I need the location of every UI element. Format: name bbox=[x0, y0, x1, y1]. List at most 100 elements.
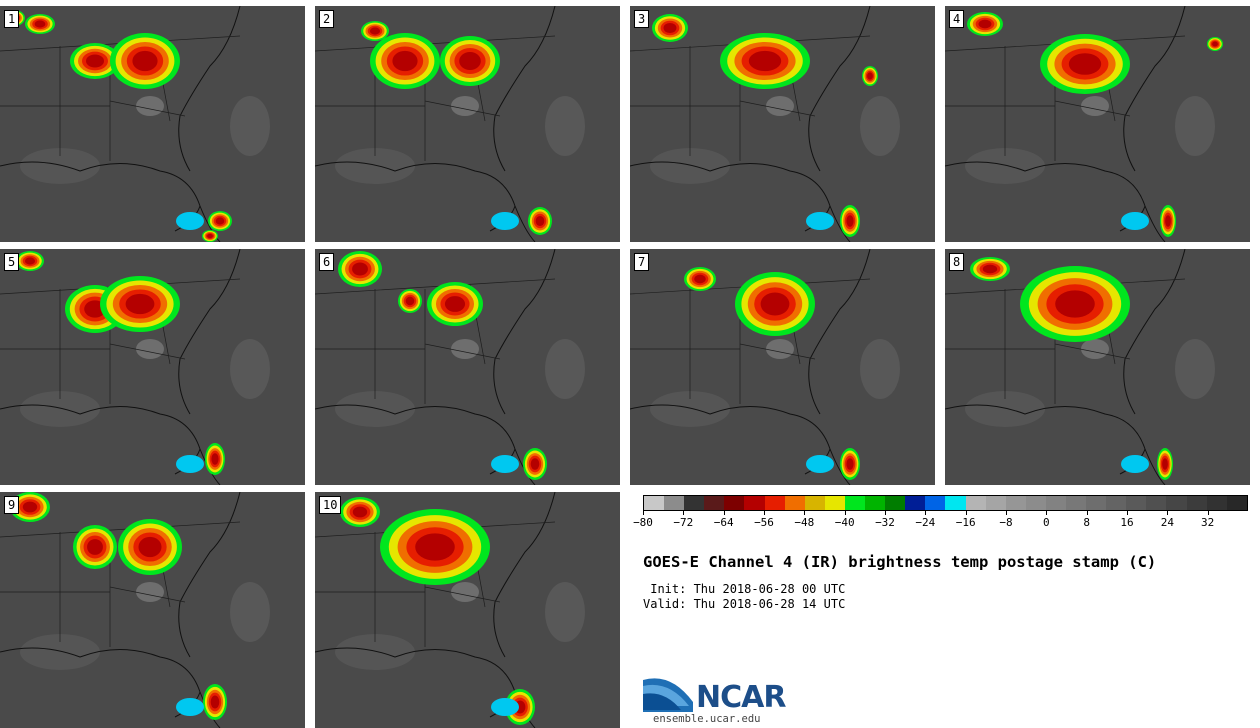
storm-cell bbox=[978, 19, 992, 29]
storm-cell bbox=[760, 292, 790, 316]
colorbar bbox=[643, 495, 1248, 511]
storm-cell bbox=[867, 72, 873, 80]
colorbar-swatch bbox=[1005, 496, 1026, 510]
colorbar-tick-label: −16 bbox=[955, 516, 976, 529]
postage-stamp-panel: 4 bbox=[945, 6, 1250, 242]
postage-stamp-panel: 1 bbox=[0, 6, 305, 242]
colorbar-swatch bbox=[865, 496, 886, 510]
colorbar-tick bbox=[925, 511, 927, 515]
colorbar-swatch bbox=[644, 496, 665, 510]
colorbar-tick-label: −72 bbox=[673, 516, 694, 529]
storm-cell bbox=[207, 233, 213, 239]
storm-cell bbox=[215, 217, 225, 225]
shallow-cloud bbox=[176, 212, 204, 230]
postage-stamp-panel: 7 bbox=[630, 249, 935, 485]
colorbar-swatch bbox=[1146, 496, 1167, 510]
ir-map bbox=[315, 249, 585, 485]
colorbar-tick-label: −40 bbox=[834, 516, 855, 529]
ir-map bbox=[630, 6, 900, 242]
panel-number: 3 bbox=[634, 10, 650, 28]
colorbar-swatch bbox=[744, 496, 765, 510]
valid-time: Valid: Thu 2018-06-28 14 UTC bbox=[643, 597, 846, 611]
colorbar-tick bbox=[643, 511, 644, 515]
colorbar-swatch bbox=[684, 496, 705, 510]
cloud-patch bbox=[20, 634, 100, 670]
colorbar-swatch bbox=[1206, 496, 1227, 510]
colorbar-tick-label: −24 bbox=[915, 516, 936, 529]
panel-number: 9 bbox=[4, 496, 20, 514]
storm-cell bbox=[22, 501, 38, 513]
storm-cell bbox=[132, 50, 158, 72]
cloud-patch bbox=[1081, 339, 1109, 359]
coastline bbox=[0, 6, 241, 242]
storm-cell bbox=[535, 215, 545, 227]
colorbar-tick bbox=[1167, 511, 1169, 515]
colorbar-swatch bbox=[985, 496, 1006, 510]
cloud-patch bbox=[136, 582, 164, 602]
cloud-patch bbox=[545, 96, 585, 156]
storm-cell bbox=[405, 296, 415, 306]
postage-stamp-panel: 3 bbox=[630, 6, 935, 242]
storm-cell bbox=[125, 293, 155, 315]
colorbar-swatch bbox=[1226, 496, 1247, 510]
colorbar-tick-label: −80 bbox=[633, 516, 653, 529]
figure-title: GOES-E Channel 4 (IR) brightness temp po… bbox=[643, 553, 1157, 571]
colorbar-swatch bbox=[804, 496, 825, 510]
postage-stamp-panel: 5 bbox=[0, 249, 305, 485]
cloud-patch bbox=[335, 391, 415, 427]
cloud-patch bbox=[451, 96, 479, 116]
cloud-patch bbox=[1175, 96, 1215, 156]
shallow-cloud bbox=[176, 698, 204, 716]
panel-number: 1 bbox=[4, 10, 20, 28]
colorbar-tick bbox=[844, 511, 846, 515]
colorbar-swatch bbox=[704, 496, 725, 510]
storm-cell bbox=[694, 274, 706, 284]
colorbar-swatch bbox=[724, 496, 745, 510]
logo-wordmark: NCAR bbox=[696, 680, 786, 715]
colorbar-tick bbox=[1086, 511, 1088, 515]
colorbar-tick bbox=[885, 511, 886, 515]
colorbar-tick bbox=[723, 511, 725, 515]
storm-cell bbox=[1212, 41, 1218, 47]
logo-url: ensemble.ucar.edu bbox=[653, 713, 761, 725]
ir-map bbox=[0, 249, 270, 485]
cloud-patch bbox=[136, 96, 164, 116]
colorbar-tick-label: −64 bbox=[713, 516, 734, 529]
storm-cell bbox=[34, 20, 46, 28]
colorbar-swatch bbox=[764, 496, 785, 510]
storm-cell bbox=[846, 215, 854, 227]
panel-number: 8 bbox=[949, 253, 965, 271]
panel-number: 2 bbox=[319, 10, 335, 28]
panel-number: 4 bbox=[949, 10, 965, 28]
storm-cell bbox=[415, 533, 455, 561]
storm-cell bbox=[748, 50, 782, 72]
cloud-patch bbox=[20, 391, 100, 427]
colorbar-swatch bbox=[1106, 496, 1127, 510]
coastline bbox=[315, 6, 556, 242]
cloud-patch bbox=[766, 96, 794, 116]
cloud-patch bbox=[230, 582, 270, 642]
cloud-patch bbox=[335, 148, 415, 184]
colorbar-swatch bbox=[925, 496, 946, 510]
cloud-patch bbox=[230, 96, 270, 156]
storm-cell bbox=[210, 695, 220, 709]
panel-number: 7 bbox=[634, 253, 650, 271]
ncar-logo-icon bbox=[643, 678, 693, 712]
colorbar-tick bbox=[683, 511, 685, 515]
cloud-patch bbox=[545, 339, 585, 399]
storm-cell bbox=[352, 262, 368, 276]
colorbar-tick-label: 0 bbox=[1043, 516, 1050, 529]
postage-stamp-panel: 8 bbox=[945, 249, 1250, 485]
cloud-patch bbox=[650, 148, 730, 184]
colorbar-ticks: −80 −72 −64 −56 −48 −40 −32 −24 −16 −8 0 8 16 24 32 bbox=[633, 511, 1248, 531]
shallow-cloud bbox=[1121, 455, 1149, 473]
colorbar-swatch bbox=[824, 496, 845, 510]
shallow-cloud bbox=[491, 698, 519, 716]
colorbar-tick-label: −48 bbox=[794, 516, 815, 529]
shallow-cloud bbox=[806, 212, 834, 230]
colorbar-tick-label: 24 bbox=[1160, 516, 1174, 529]
shallow-cloud bbox=[491, 455, 519, 473]
shallow-cloud bbox=[491, 212, 519, 230]
colorbar-swatch bbox=[784, 496, 805, 510]
cloud-patch bbox=[860, 339, 900, 399]
